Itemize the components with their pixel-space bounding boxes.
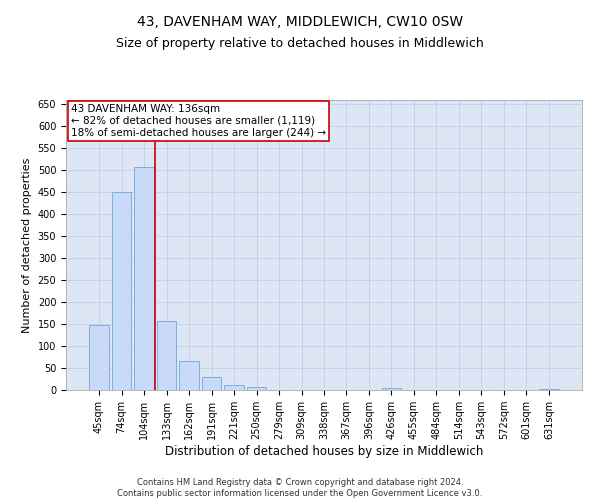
Bar xyxy=(539,388,559,390)
Bar xyxy=(224,385,244,390)
Bar xyxy=(134,167,154,390)
Text: 43, DAVENHAM WAY, MIDDLEWICH, CW10 0SW: 43, DAVENHAM WAY, MIDDLEWICH, CW10 0SW xyxy=(137,15,463,29)
Bar xyxy=(112,192,131,390)
Bar xyxy=(179,362,199,390)
Text: Size of property relative to detached houses in Middlewich: Size of property relative to detached ho… xyxy=(116,38,484,51)
Y-axis label: Number of detached properties: Number of detached properties xyxy=(22,158,32,332)
Bar xyxy=(157,321,176,390)
Bar xyxy=(89,326,109,390)
Bar xyxy=(247,388,266,390)
Bar xyxy=(382,388,401,390)
Text: Contains HM Land Registry data © Crown copyright and database right 2024.
Contai: Contains HM Land Registry data © Crown c… xyxy=(118,478,482,498)
Bar xyxy=(202,377,221,390)
X-axis label: Distribution of detached houses by size in Middlewich: Distribution of detached houses by size … xyxy=(165,445,483,458)
Text: 43 DAVENHAM WAY: 136sqm
← 82% of detached houses are smaller (1,119)
18% of semi: 43 DAVENHAM WAY: 136sqm ← 82% of detache… xyxy=(71,104,326,138)
